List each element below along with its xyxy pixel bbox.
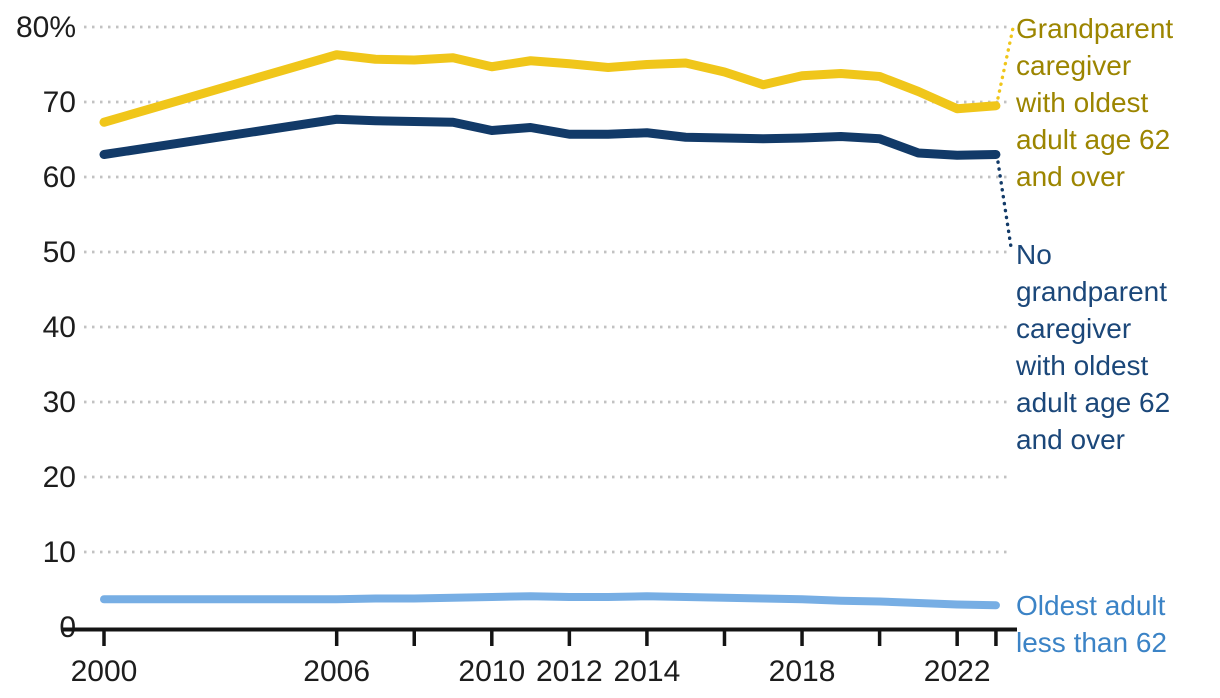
series-label-no-grandparent-caregiver-62-plus: No grandparent caregiver with oldest adu… <box>1016 239 1171 455</box>
line-grandparent-caregiver <box>99 50 1001 127</box>
y-tick-label: 40 <box>43 311 76 344</box>
line-oldest-under-62 <box>100 592 1000 610</box>
x-tick-label: 2006 <box>303 655 370 688</box>
x-tick-label: 2000 <box>71 655 138 688</box>
x-tick-label: 2014 <box>614 655 681 688</box>
series-label-grandparent-caregiver-62-plus: Grandparent caregiver with oldest adult … <box>1016 13 1174 192</box>
x-tick-label: 2022 <box>924 655 991 688</box>
leader-grandparent <box>996 26 1015 100</box>
y-tick-label: 30 <box>43 386 76 419</box>
series-label-oldest-adult-under-62: Oldest adult less than 62 <box>1016 590 1167 658</box>
y-tick-label: 10 <box>43 536 76 569</box>
leader-no-grandparent <box>996 160 1013 249</box>
y-tick-label: 60 <box>43 161 76 194</box>
y-tick-label: 50 <box>43 236 76 269</box>
line-no-grandparent-caregiver <box>99 114 1001 160</box>
y-tick-label: 80% <box>16 11 76 44</box>
x-tick-label: 2012 <box>536 655 603 688</box>
x-tick-label: 2010 <box>458 655 525 688</box>
x-tick-label: 2018 <box>769 655 836 688</box>
y-tick-label: 20 <box>43 461 76 494</box>
y-tick-label: 70 <box>43 86 76 119</box>
